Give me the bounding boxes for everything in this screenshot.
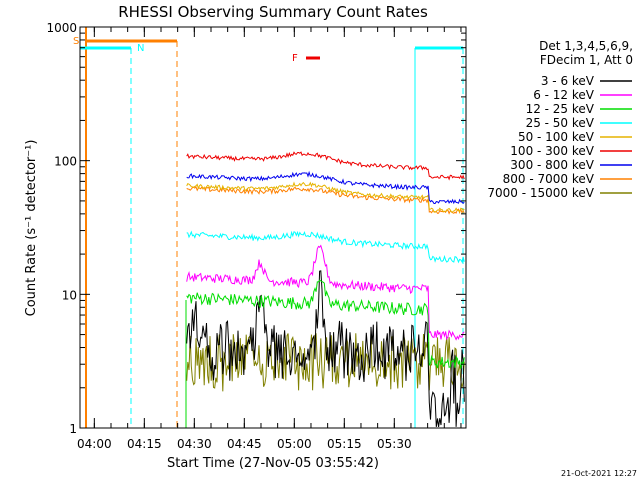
- legend-label: 800 - 7000 keV: [503, 172, 595, 186]
- x-tick-label: 04:45: [227, 437, 262, 451]
- series-3-6kev: [186, 270, 465, 427]
- y-axis-label: Count Rate (s⁻¹ detector⁻¹): [24, 140, 39, 317]
- legend-label: 100 - 300 keV: [510, 144, 594, 158]
- legend-label: 50 - 100 keV: [518, 130, 595, 144]
- x-axis-label: Start Time (27-Nov-05 03:55:42): [167, 456, 379, 471]
- legend-label: 300 - 800 keV: [510, 158, 594, 172]
- legend-label: 25 - 50 keV: [526, 116, 595, 130]
- plot-frame: [79, 26, 467, 429]
- legend: Det 1,3,4,5,6,9, FDecim 1, Att 0 3 - 6 k…: [487, 39, 633, 200]
- legend-header-line-1: Det 1,3,4,5,6,9,: [539, 39, 633, 53]
- annotation-s: S: [73, 36, 79, 47]
- x-tick-label: 04:15: [127, 437, 162, 451]
- x-tick-label: 05:30: [377, 437, 412, 451]
- legend-label: 7000 - 15000 keV: [487, 186, 594, 200]
- y-tick-label: 10: [62, 288, 77, 302]
- series-12-25kev: [186, 279, 465, 369]
- x-tick-label: 05:15: [327, 437, 362, 451]
- y-tick-label: 1000: [46, 21, 77, 35]
- series-6-12kev: [186, 244, 465, 341]
- x-tick-label: 04:30: [177, 437, 212, 451]
- y-tick-label: 100: [54, 155, 77, 169]
- chart-title: RHESSI Observing Summary Count Rates: [118, 3, 428, 21]
- series-100-300kev: [186, 151, 465, 181]
- footer-timestamp: 21-Oct-2021 12:27: [561, 469, 637, 478]
- series-25-50kev: [186, 230, 465, 264]
- y-tick-label: 1: [69, 422, 77, 436]
- annotation-n: N: [137, 43, 144, 54]
- legend-label: 12 - 25 keV: [526, 102, 595, 116]
- annotation-f: F: [292, 53, 298, 64]
- legend-header-line-2: FDecim 1, Att 0: [540, 53, 633, 67]
- legend-label: 3 - 6 keV: [541, 74, 595, 88]
- x-tick-label: 04:00: [77, 437, 112, 451]
- series-300-800kev: [186, 170, 465, 205]
- legend-label: 6 - 12 keV: [533, 88, 595, 102]
- x-tick-label: 05:00: [277, 437, 312, 451]
- series-50-100kev: [186, 181, 465, 213]
